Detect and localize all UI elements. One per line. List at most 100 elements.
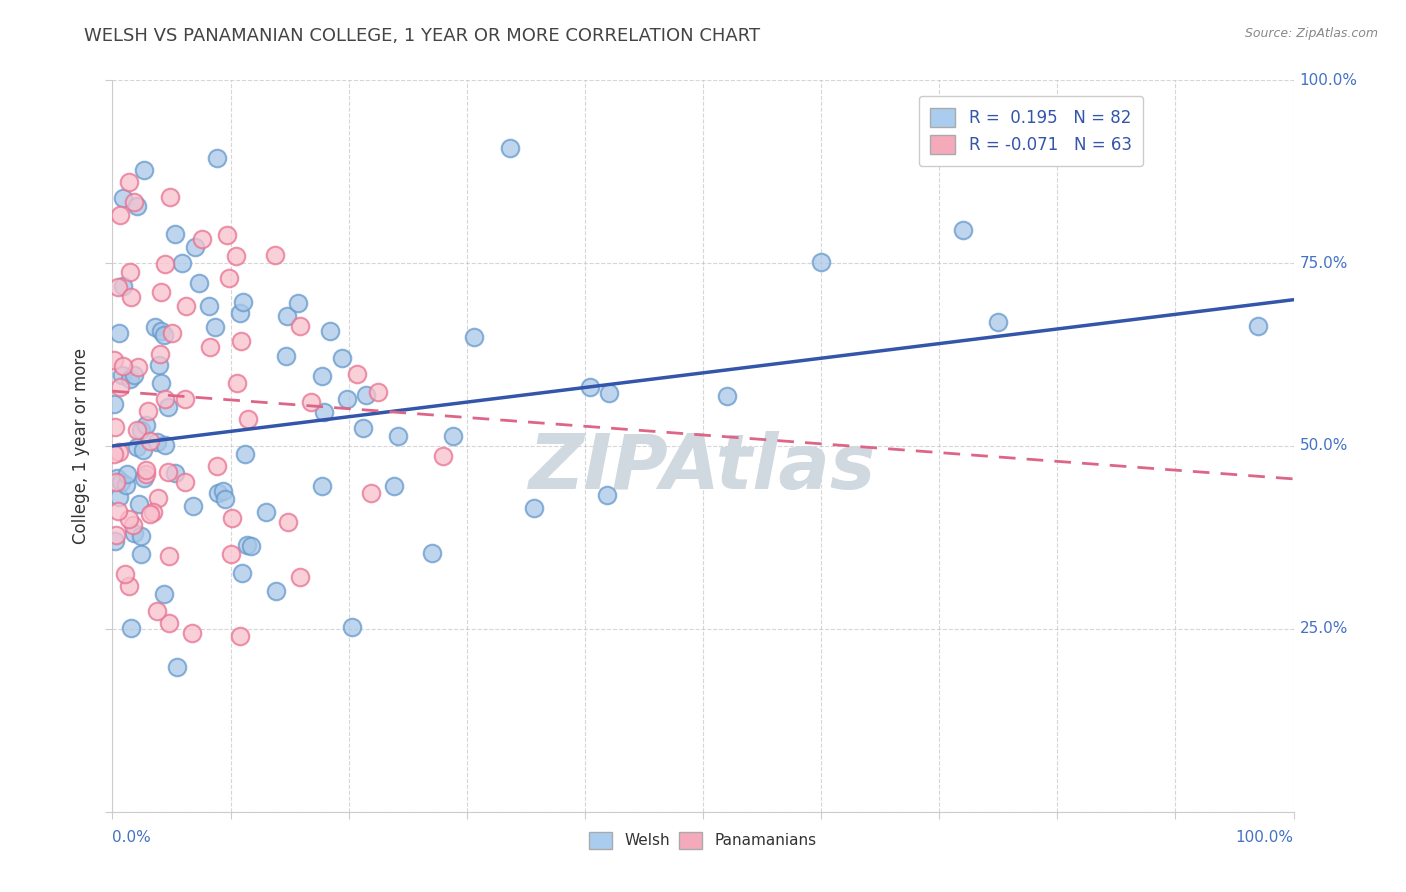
Point (104, 420, 127, 434)
Text: 25.0%: 25.0% (1299, 622, 1348, 636)
Point (174, 475, 197, 490)
Point (299, 394, 322, 409)
Point (228, 306, 250, 320)
Point (174, 392, 197, 407)
Point (122, 526, 145, 541)
Point (187, 276, 209, 290)
Point (277, 516, 299, 530)
Point (136, 404, 159, 418)
Point (1247, 319, 1270, 334)
Point (157, 549, 180, 564)
Point (150, 325, 173, 339)
Point (420, 546, 443, 560)
Point (276, 349, 298, 363)
Point (180, 626, 202, 640)
Point (174, 299, 197, 313)
Point (135, 463, 157, 477)
Point (104, 528, 127, 542)
Point (120, 265, 142, 279)
Point (112, 278, 135, 293)
Point (346, 367, 368, 381)
Point (146, 604, 169, 618)
Point (288, 570, 311, 584)
Point (122, 518, 145, 533)
Point (142, 505, 165, 519)
Text: Source: ZipAtlas.com: Source: ZipAtlas.com (1244, 27, 1378, 40)
Point (157, 615, 180, 630)
Point (155, 392, 177, 406)
Point (129, 547, 152, 561)
Point (225, 249, 247, 263)
Point (232, 295, 254, 310)
Point (367, 385, 389, 400)
Point (125, 440, 148, 454)
Point (172, 256, 194, 270)
Point (146, 435, 169, 450)
Point (212, 483, 235, 498)
Point (125, 198, 148, 212)
Point (432, 449, 454, 463)
Point (596, 488, 619, 502)
Point (319, 324, 342, 338)
Point (132, 471, 155, 485)
Point (229, 629, 252, 643)
Point (387, 429, 409, 443)
Point (107, 504, 129, 518)
Point (354, 388, 377, 402)
Point (190, 232, 212, 246)
Point (163, 467, 186, 481)
Point (181, 499, 204, 513)
Point (233, 447, 256, 461)
Text: 50.0%: 50.0% (1299, 439, 1348, 453)
Point (108, 326, 131, 341)
Point (214, 492, 236, 507)
Point (122, 368, 145, 382)
Point (131, 423, 153, 437)
Point (157, 400, 180, 414)
Point (118, 372, 141, 386)
Point (135, 417, 157, 432)
Point (118, 175, 141, 189)
Point (153, 257, 176, 271)
Point (108, 380, 131, 394)
Point (226, 376, 249, 391)
Point (215, 228, 238, 243)
Point (114, 566, 136, 581)
Point (441, 429, 464, 443)
Point (311, 369, 333, 384)
Point (104, 475, 127, 489)
Point (122, 195, 145, 210)
Point (108, 490, 131, 504)
Point (112, 359, 135, 373)
Point (104, 533, 127, 548)
Text: ZIPAtlas: ZIPAtlas (529, 431, 877, 505)
Point (716, 389, 738, 403)
Point (103, 397, 125, 411)
Point (236, 412, 259, 426)
Point (218, 270, 240, 285)
Point (121, 290, 143, 304)
Point (263, 248, 285, 262)
Point (117, 512, 139, 526)
Point (128, 497, 150, 511)
Point (207, 486, 229, 500)
Point (312, 404, 335, 418)
Point (127, 360, 149, 375)
Point (382, 479, 405, 493)
Point (149, 347, 172, 361)
Point (598, 385, 620, 400)
Point (114, 477, 136, 491)
Point (183, 240, 205, 254)
Point (264, 584, 287, 599)
Point (288, 319, 311, 334)
Point (499, 141, 522, 155)
Point (149, 285, 172, 299)
Point (108, 208, 131, 222)
Text: 100.0%: 100.0% (1299, 73, 1357, 87)
Point (107, 471, 129, 485)
Point (463, 330, 485, 344)
Point (330, 351, 353, 366)
Text: 0.0%: 0.0% (112, 830, 152, 845)
Point (115, 467, 138, 481)
Point (352, 420, 374, 434)
